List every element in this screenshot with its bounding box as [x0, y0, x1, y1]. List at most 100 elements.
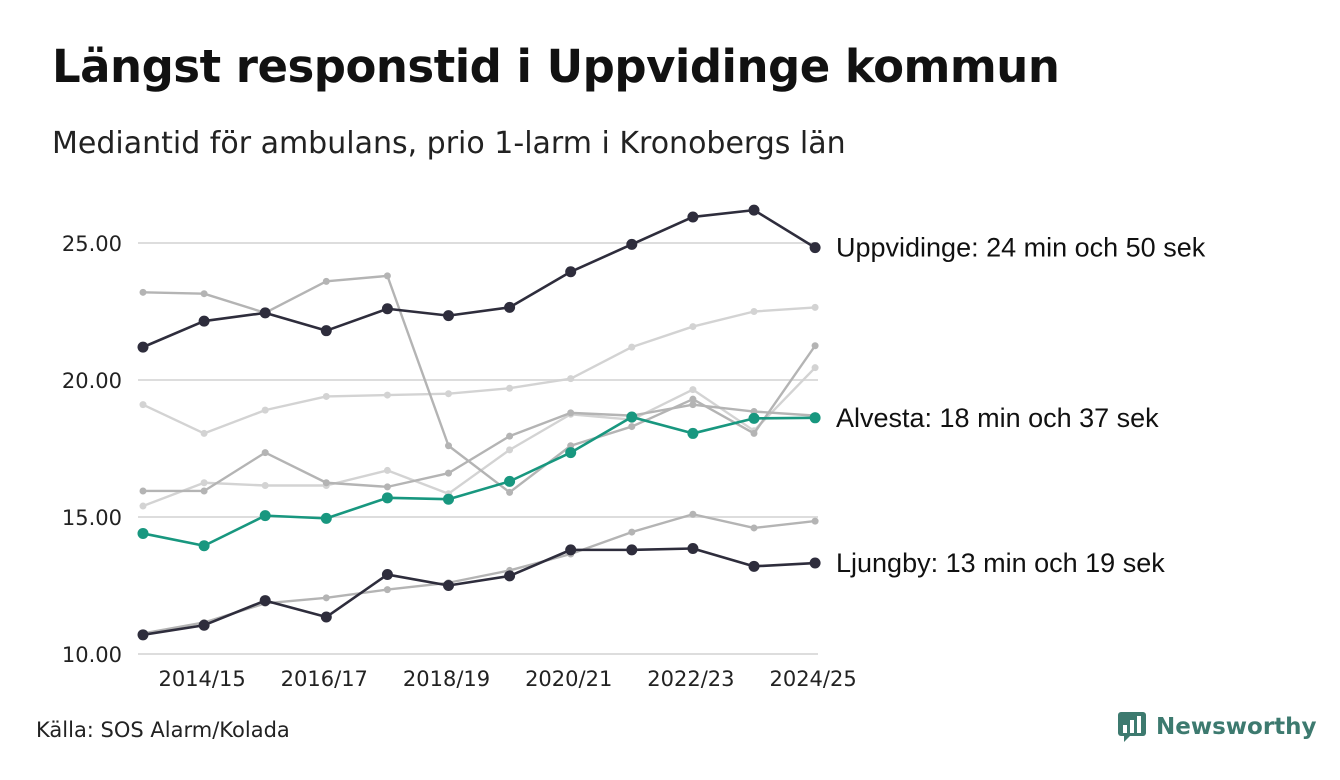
data-point [567, 375, 575, 383]
series-line [142, 366, 816, 508]
data-point [261, 406, 269, 414]
series-labels: Alvesta: 18 min och 37 sek Ljungby: 13 mi… [836, 233, 1206, 578]
data-point [750, 524, 758, 532]
data-point [626, 238, 638, 250]
data-point [200, 487, 208, 495]
series-övrig-kommun-a [139, 303, 819, 437]
series-label: Alvesta: 18 min och 37 sek [836, 403, 1159, 433]
data-point [565, 447, 577, 459]
data-point [567, 409, 575, 417]
data-point [748, 560, 760, 572]
series-layer [137, 204, 821, 641]
data-point [322, 277, 330, 285]
data-point [628, 423, 636, 431]
data-point [259, 595, 271, 607]
y-tick-label: 20.00 [62, 369, 122, 393]
data-point [750, 429, 758, 437]
data-point [628, 528, 636, 536]
data-point [689, 386, 697, 394]
series-line [142, 547, 816, 637]
series-uppvidinge [137, 204, 821, 353]
series-line [142, 208, 816, 349]
data-point [687, 427, 699, 439]
data-point [748, 412, 760, 424]
data-point [383, 272, 391, 280]
data-point [139, 487, 147, 495]
data-point [137, 629, 149, 641]
data-point [565, 266, 577, 278]
data-point [322, 479, 330, 487]
data-point [200, 290, 208, 298]
data-point [381, 569, 393, 581]
source-note: Källa: SOS Alarm/Kolada [36, 718, 290, 742]
brand-name: Newsworthy [1156, 714, 1317, 740]
data-point [811, 364, 819, 372]
series-övrig-kommun-c [139, 272, 819, 496]
data-point [139, 288, 147, 296]
series-övrig-kommun-b [139, 364, 819, 510]
data-point [198, 315, 210, 327]
data-point [322, 392, 330, 400]
data-point [506, 446, 514, 454]
data-point [200, 429, 208, 437]
data-point [198, 619, 210, 631]
data-point [687, 543, 699, 555]
data-point [504, 475, 516, 487]
data-point [687, 211, 699, 223]
x-tick-label: 2014/15 [158, 667, 245, 691]
data-point [626, 411, 638, 423]
brand-logo: Newsworthy [1118, 712, 1317, 742]
data-point [383, 586, 391, 594]
data-point [809, 242, 821, 254]
x-tick-label: 2018/19 [403, 667, 490, 691]
series-ljungby [137, 543, 821, 641]
data-point [628, 343, 636, 351]
data-point [565, 544, 577, 556]
chart-title: Längst responstid i Uppvidinge kommun [52, 40, 1060, 93]
chart-subtitle: Mediantid för ambulans, prio 1-larm i Kr… [52, 126, 846, 161]
data-point [198, 540, 210, 552]
x-axis-ticks: 2014/15 2016/17 2018/19 2020/21 2022/23 2024/… [158, 667, 856, 691]
x-tick-label: 2024/25 [769, 667, 856, 691]
x-tick-label: 2016/17 [281, 667, 368, 691]
data-point [320, 611, 332, 623]
data-point [139, 401, 147, 409]
x-tick-label: 2022/23 [647, 667, 734, 691]
data-point [443, 310, 454, 322]
data-point [626, 544, 638, 556]
data-point [811, 517, 819, 525]
data-point [750, 308, 758, 315]
data-point [445, 390, 452, 398]
data-point [137, 341, 149, 353]
data-point [139, 502, 147, 510]
data-point [504, 570, 516, 582]
data-point [689, 323, 697, 331]
y-axis-ticks: 10.00 15.00 20.00 25.00 [62, 232, 122, 667]
series-övrig-kommun-d [139, 401, 819, 495]
data-point [200, 479, 208, 487]
data-point [322, 594, 330, 602]
y-tick-label: 25.00 [62, 232, 122, 256]
data-point [809, 412, 821, 424]
data-point [261, 481, 269, 489]
y-tick-label: 10.00 [62, 643, 122, 667]
data-point [506, 384, 514, 392]
series-övrig-kommun-e [139, 510, 819, 637]
data-point [320, 512, 332, 524]
series-label: Uppvidinge: 24 min och 50 sek [836, 233, 1206, 263]
data-point [689, 395, 697, 403]
series-alvesta [137, 411, 821, 552]
data-point [445, 469, 452, 477]
data-point [689, 510, 697, 518]
data-point [504, 301, 516, 313]
series-line [143, 403, 816, 493]
data-point [689, 401, 697, 409]
data-point [261, 449, 269, 457]
data-point [259, 307, 271, 319]
data-point [383, 391, 391, 399]
data-point [137, 527, 149, 539]
series-line [142, 306, 816, 435]
data-point [445, 442, 452, 450]
data-point [506, 432, 514, 440]
